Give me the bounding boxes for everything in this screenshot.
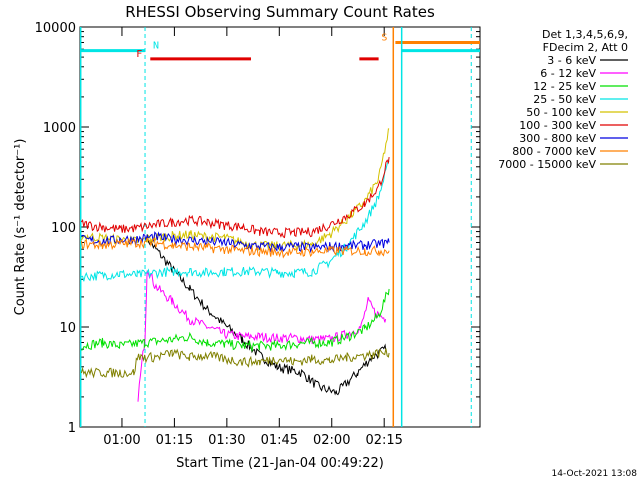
x-tick-label: 01:15 [156, 433, 193, 448]
y-tick-label: 1 [68, 421, 76, 436]
series-line [145, 234, 387, 396]
legend-entry: 6 - 12 keV [540, 67, 596, 80]
legend-entry: 7000 - 15000 keV [498, 158, 596, 171]
series-lines [80, 128, 390, 402]
y-tick-label: 10000 [35, 21, 76, 36]
series-line [80, 157, 390, 239]
series-line [80, 128, 390, 252]
legend-entry: 12 - 25 keV [533, 80, 596, 93]
x-axis-label: Start Time (21-Jan-04 00:49:22) [176, 456, 384, 471]
x-axis: 01:00 01:15 01:30 01:45 02:00 02:15 [103, 27, 403, 448]
x-tick-label: 02:15 [365, 433, 402, 448]
x-tick-label: 02:00 [313, 433, 350, 448]
y-tick-label: 100 [51, 221, 76, 236]
legend-entry: 3 - 6 keV [547, 54, 596, 67]
series-line [81, 159, 390, 282]
legend-header: FDecim 2, Att 0 [543, 41, 628, 54]
x-tick-label: 01:00 [103, 433, 140, 448]
y-axis: 1 10 100 1000 10000 [35, 21, 480, 436]
timestamp: 14-Oct-2021 13:08 [552, 469, 638, 479]
series-line [80, 237, 390, 259]
y-tick-label: 1000 [43, 121, 76, 136]
x-tick-label: 01:30 [208, 433, 245, 448]
chart-title: RHESSI Observing Summary Count Rates [125, 3, 435, 21]
legend-entry: 100 - 300 keV [519, 119, 596, 132]
legend-entry: 300 - 800 keV [519, 132, 596, 145]
x-tick-label: 01:45 [261, 433, 298, 448]
y-tick-label: 10 [59, 321, 76, 336]
flag-label: F [136, 49, 142, 60]
flag-label: N [153, 41, 159, 52]
legend: Det 1,3,4,5,6,9,FDecim 2, Att 03 - 6 keV… [498, 28, 628, 171]
legend-entry: 800 - 7000 keV [512, 145, 596, 158]
legend-header: Det 1,3,4,5,6,9, [542, 28, 628, 41]
series-line [137, 270, 387, 402]
series-line [80, 348, 390, 379]
legend-entry: 50 - 100 keV [526, 106, 596, 119]
y-axis-label: Count Rate (s⁻¹ detector⁻¹) [13, 139, 28, 316]
legend-entry: 25 - 50 keV [533, 93, 596, 106]
flag-label: S [381, 32, 387, 43]
series-line [81, 288, 390, 353]
flag-bars: NF S [79, 27, 480, 427]
